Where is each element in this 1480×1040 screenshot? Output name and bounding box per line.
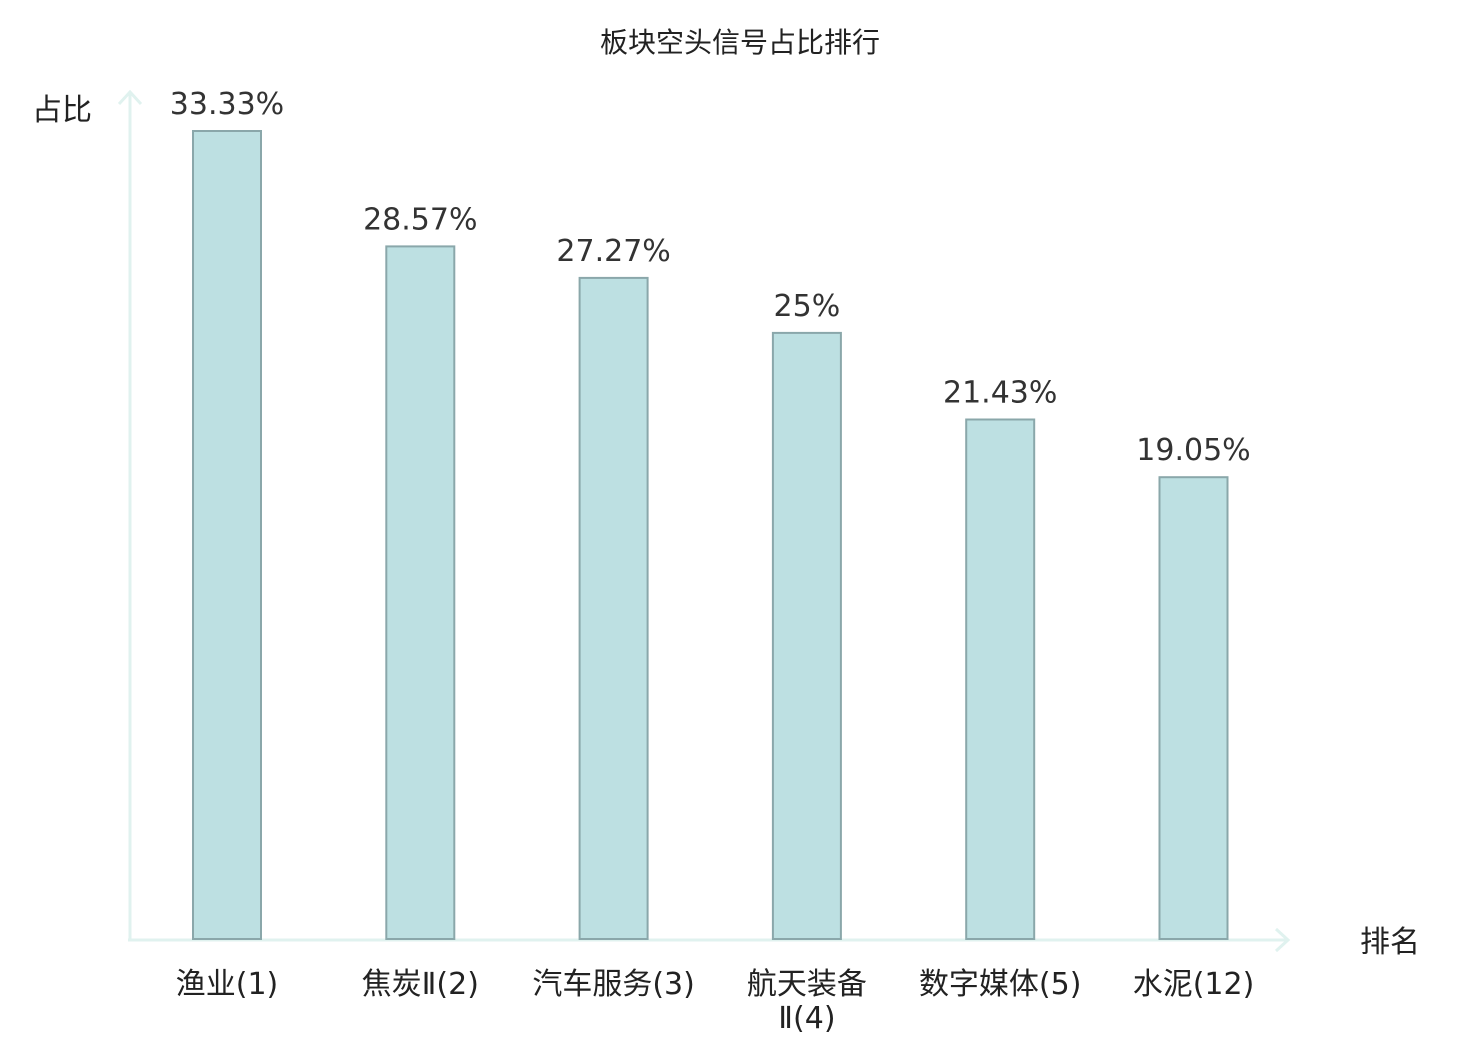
x-axis-label: 排名	[1360, 925, 1420, 960]
bar	[192, 130, 262, 940]
axes: 占比 排名	[32, 89, 1420, 960]
value-label: 19.05%	[1136, 433, 1250, 468]
bar	[771, 331, 842, 940]
bar	[385, 245, 456, 940]
value-label: 28.57%	[363, 202, 477, 237]
bar	[578, 276, 649, 940]
value-label: 25%	[774, 289, 841, 324]
y-axis-arrow	[117, 89, 143, 106]
value-label: 27.27%	[556, 234, 670, 269]
category-label: 水泥(12)	[1133, 967, 1255, 1002]
category-label: 数字媒体(5)	[919, 967, 1082, 1002]
chart-title: 板块空头信号占比排行	[600, 26, 880, 59]
x-axis-arrow	[1274, 927, 1291, 953]
category-label: 渔业(1)	[176, 967, 279, 1002]
bar	[965, 418, 1036, 940]
category-label: 航天装备	[747, 967, 867, 1002]
y-axis-label: 占比	[32, 93, 92, 128]
bars	[192, 130, 1229, 940]
category-label: 汽车服务(3)	[532, 967, 695, 1002]
value-labels: 33.33% 28.57% 27.27% 25% 21.43% 19.05%	[170, 87, 1251, 468]
value-label: 33.33%	[170, 87, 284, 122]
value-label: 21.43%	[943, 376, 1057, 411]
category-label: Ⅱ(4)	[778, 1001, 835, 1036]
category-label: 焦炭Ⅱ(2)	[362, 967, 479, 1002]
bar	[1158, 476, 1229, 940]
